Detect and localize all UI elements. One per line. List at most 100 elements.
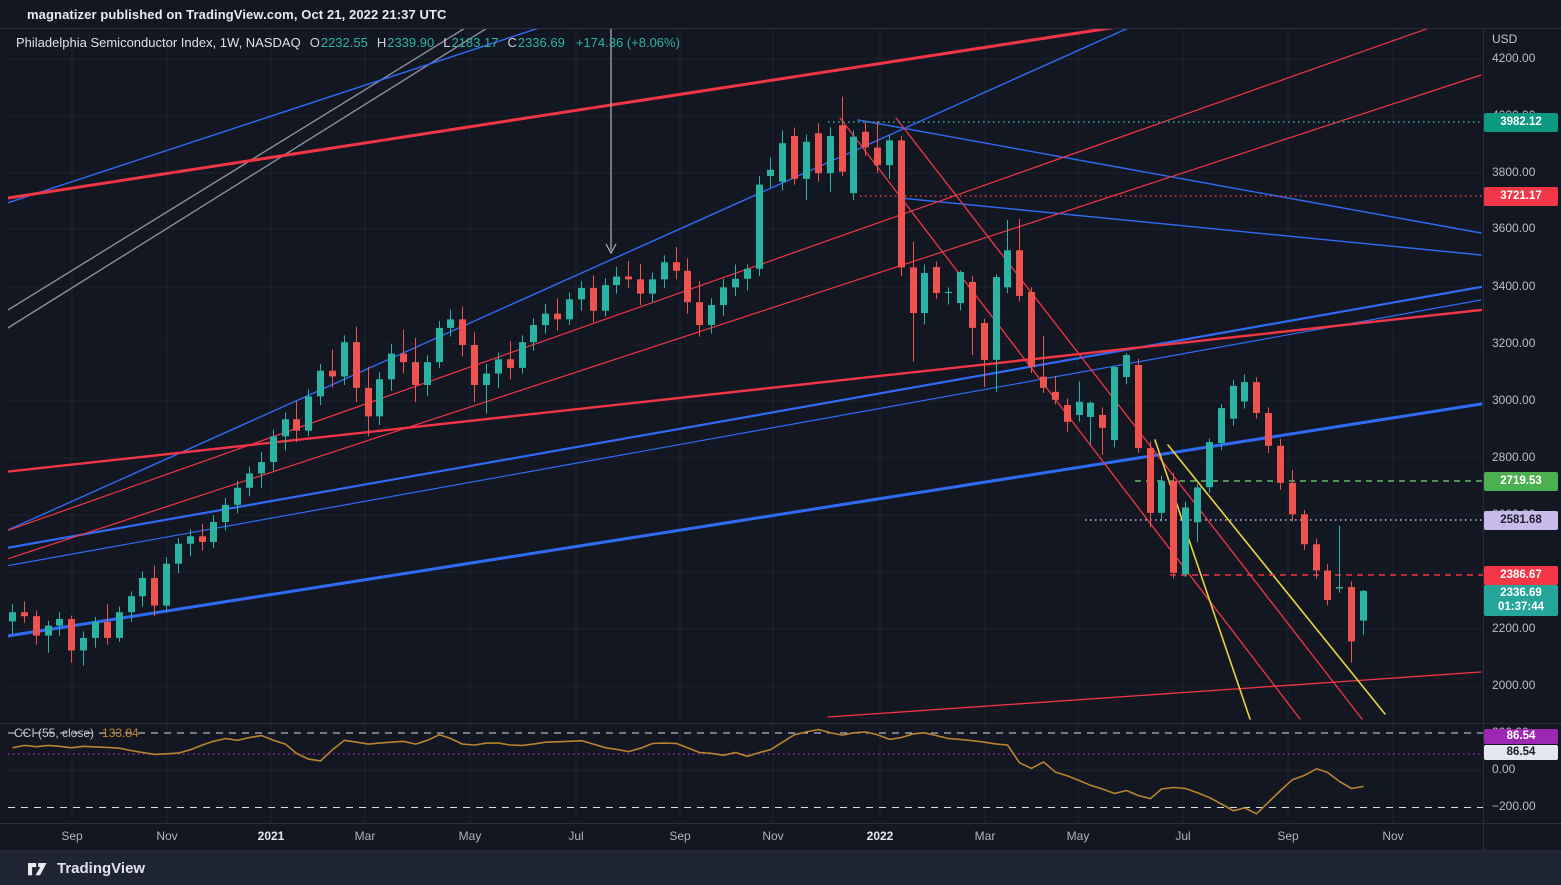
candle	[80, 637, 87, 651]
candle	[779, 143, 786, 182]
candle	[128, 596, 135, 613]
candle	[471, 345, 478, 385]
time-tick-month: Mar	[354, 829, 376, 843]
candle	[9, 612, 16, 622]
candle	[222, 504, 229, 522]
time-tick-month: Jul	[1175, 829, 1191, 843]
price-tick-label: 4200.00	[1492, 51, 1536, 65]
price-tick-label: 2800.00	[1492, 450, 1536, 464]
candle	[744, 268, 751, 279]
candle	[483, 373, 490, 385]
candle	[210, 521, 217, 542]
candle	[21, 612, 28, 617]
candle	[495, 359, 502, 374]
candle	[1028, 291, 1035, 368]
time-tick-month: Jul	[568, 829, 584, 843]
candle	[732, 278, 739, 288]
candle	[151, 577, 158, 606]
cci-pane	[8, 728, 1483, 815]
symbol-legend[interactable]: Philadelphia Semiconductor Index, 1W, NA…	[16, 35, 680, 50]
change-value: +174.36 (+8.06%)	[575, 35, 680, 50]
candle	[1087, 402, 1094, 417]
down-arrow-annotation[interactable]	[605, 27, 617, 255]
symbol-title[interactable]: Philadelphia Semiconductor Index, 1W, NA…	[16, 35, 301, 50]
cci-line	[12, 728, 1364, 815]
time-tick-month: Nov	[762, 829, 784, 843]
candle	[1301, 514, 1308, 545]
candle	[613, 276, 620, 286]
price-tick-label: 3000.00	[1492, 393, 1536, 407]
candle	[68, 619, 75, 651]
candle	[1277, 445, 1284, 483]
candle	[163, 563, 170, 606]
time-tick-month: Sep	[61, 829, 83, 843]
candle	[1313, 544, 1320, 571]
tradingview-logo-icon[interactable]	[27, 860, 48, 878]
candle	[270, 436, 277, 463]
candle	[898, 140, 905, 268]
cci-value: 133.84	[102, 726, 139, 740]
candle	[673, 262, 680, 271]
candle	[175, 543, 182, 564]
candle	[246, 473, 253, 488]
candle	[945, 291, 952, 294]
candle	[530, 325, 537, 343]
published-bar: magnatizer published on TradingView.com,…	[0, 0, 1561, 28]
candle	[625, 276, 632, 280]
candle	[424, 362, 431, 385]
candle	[187, 536, 194, 544]
candle	[1004, 250, 1011, 288]
candle	[696, 302, 703, 326]
cci-legend[interactable]: CCI (55, close) 133.84	[14, 726, 139, 740]
candle	[519, 342, 526, 368]
footer-bar: TradingView	[0, 850, 1561, 885]
time-tick-month: Sep	[1277, 829, 1299, 843]
currency-label: USD	[1492, 32, 1518, 46]
candle	[1170, 480, 1177, 573]
candle	[329, 370, 336, 377]
candle	[293, 419, 300, 431]
candle	[1253, 382, 1260, 413]
candle	[1147, 448, 1154, 513]
gridlines	[8, 29, 1483, 823]
candle	[554, 313, 561, 320]
price-tick-label: 0.00	[1492, 762, 1516, 776]
time-tick-month: Nov	[156, 829, 178, 843]
candle	[1076, 401, 1083, 415]
time-axis[interactable]: Sep Nov 2021 Mar May Jul Sep Nov 2022 Mar May Jul Se…	[0, 823, 1561, 850]
candle	[305, 396, 312, 431]
time-tick-month: May	[1066, 829, 1090, 843]
tradingview-brand-text[interactable]: TradingView	[57, 860, 146, 877]
cci-label[interactable]: CCI (55, close)	[14, 726, 95, 740]
candle	[234, 487, 241, 505]
price-axis[interactable]: USD4200.004000.003800.003600.003400.0032…	[1483, 28, 1561, 850]
candle	[139, 577, 146, 597]
candle	[258, 462, 265, 474]
candlestick-series	[9, 96, 1367, 666]
candle	[365, 387, 372, 417]
candle	[388, 353, 395, 380]
candle	[969, 281, 976, 328]
time-tick-year: 2022	[866, 829, 894, 843]
candle	[921, 273, 928, 314]
published-text: magnatizer published on TradingView.com,…	[27, 6, 447, 22]
price-tick-label: 2000.00	[1492, 678, 1536, 692]
candle	[578, 287, 585, 300]
candle	[815, 133, 822, 174]
trend-lines[interactable]	[0, 25, 1483, 720]
candle	[459, 319, 466, 346]
candle	[1206, 442, 1213, 488]
candle	[1218, 408, 1225, 443]
price-level-label: 2581.68	[1484, 510, 1558, 530]
candle	[1052, 391, 1059, 400]
ohlc-open: O2232.55	[309, 35, 368, 50]
candle	[1182, 507, 1189, 575]
candle	[910, 267, 917, 314]
candle	[756, 184, 763, 269]
candle	[886, 140, 893, 166]
price-level-label: 2386.67	[1484, 565, 1558, 585]
candle	[1135, 365, 1142, 449]
candle	[507, 359, 514, 368]
